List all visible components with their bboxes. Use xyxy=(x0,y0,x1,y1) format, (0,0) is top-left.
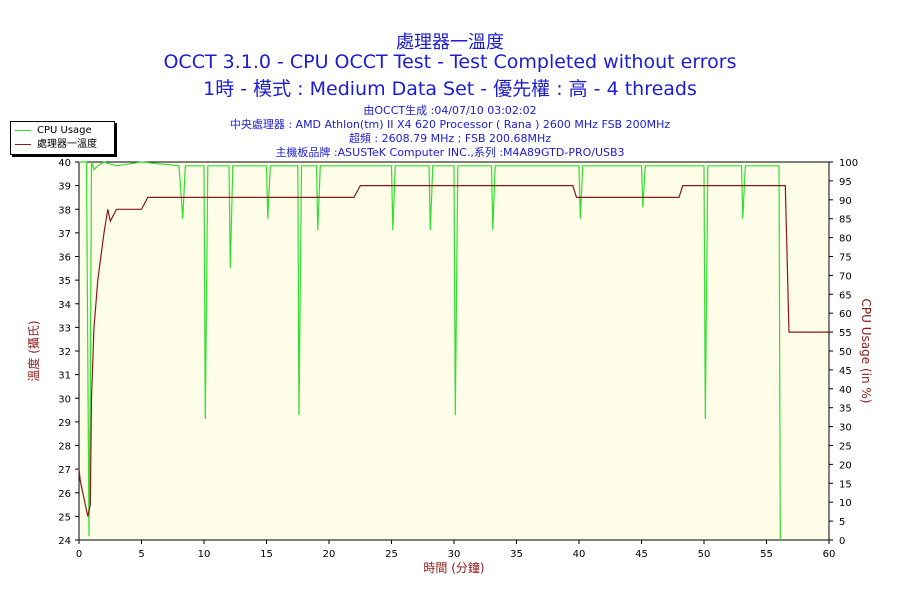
y-right-tick-label: 95 xyxy=(839,177,852,188)
y-left-tick-label: 25 xyxy=(58,512,71,523)
y-left-tick-label: 26 xyxy=(58,489,71,500)
y-right-tick-label: 35 xyxy=(839,404,852,415)
y-left-tick-label: 31 xyxy=(58,371,71,382)
x-tick-label: 30 xyxy=(448,549,461,560)
y-right-tick-label: 0 xyxy=(839,536,845,547)
x-tick-label: 40 xyxy=(573,549,586,560)
y-left-tick-label: 32 xyxy=(58,347,71,358)
legend-item-temperature: 處理器一溫度 xyxy=(15,138,97,151)
y-left-tick-label: 37 xyxy=(58,229,71,240)
y-right-tick-label: 20 xyxy=(839,460,852,471)
y-right-tick-label: 40 xyxy=(839,385,852,396)
info-cpu: 中央處理器 : AMD Athlon(tm) II X4 620 Process… xyxy=(229,118,671,131)
series-line-temperature xyxy=(78,185,829,517)
legend-swatch-cpu-usage xyxy=(15,129,31,131)
legend-label-cpu-usage: CPU Usage xyxy=(37,125,92,136)
y-axis-right-label: CPU Usage (in %) xyxy=(859,299,873,404)
legend-swatch-temperature xyxy=(15,143,31,145)
x-tick-label: 10 xyxy=(198,549,211,560)
legend-label-temperature: 處理器一溫度 xyxy=(37,139,97,150)
y-right-tick-label: 55 xyxy=(839,328,852,339)
x-tick-label: 25 xyxy=(385,549,398,560)
x-tick-label: 35 xyxy=(510,549,523,560)
y-left-tick-label: 29 xyxy=(58,418,71,429)
series-layer xyxy=(78,161,829,541)
y-right-tick-label: 85 xyxy=(839,215,852,226)
x-tick-label: 60 xyxy=(823,549,836,560)
info-motherboard: 主機板品牌 :ASUSTeK Computer INC.,系列 :M4A89GT… xyxy=(275,146,625,159)
y-right-tick-label: 15 xyxy=(839,479,852,490)
y-right-tick-label: 65 xyxy=(839,290,852,301)
info-overclock: 超頻 : 2608.79 MHz ; FSB 200.68MHz xyxy=(348,132,552,145)
x-axis-label: 時間 (分鐘) xyxy=(423,560,484,575)
y-left-tick-label: 34 xyxy=(58,300,71,311)
y-right-tick-label: 50 xyxy=(839,347,852,358)
chart-title: 處理器一溫度 xyxy=(396,32,504,53)
y-right-tick-label: 75 xyxy=(839,253,852,264)
y-right-tick-label: 80 xyxy=(839,234,852,245)
y-right-tick-label: 5 xyxy=(839,517,845,528)
y-left-tick-label: 39 xyxy=(58,182,71,193)
y-left-tick-label: 40 xyxy=(58,158,71,169)
y-right-tick-label: 90 xyxy=(839,196,852,207)
y-axis-left-label: 溫度 (攝氏) xyxy=(26,320,41,381)
y-right-tick-label: 70 xyxy=(839,271,852,282)
y-axis-right: 0 5 10 15 20 25 30 35 40 45 50 55 60 65 70 75 80 85 90 95 10… xyxy=(829,158,858,547)
y-left-tick-label: 24 xyxy=(58,536,71,547)
info-generated: 由OCCT生成 :04/07/10 03:02:02 xyxy=(363,104,537,117)
y-left-tick-label: 38 xyxy=(58,205,71,216)
y-right-tick-label: 100 xyxy=(839,158,858,169)
legend: CPU Usage 處理器一溫度 xyxy=(10,121,115,155)
x-tick-label: 20 xyxy=(323,549,336,560)
chart-subtitle-test: OCCT 3.1.0 - CPU OCCT Test - Test Comple… xyxy=(163,51,737,73)
y-left-tick-label: 35 xyxy=(58,276,71,287)
chart-subtitle-mode: 1時 - 模式 : Medium Data Set - 優先權 : 高 - 4 … xyxy=(203,78,697,100)
y-left-tick-label: 28 xyxy=(58,442,71,453)
legend-item-cpu-usage: CPU Usage xyxy=(15,124,92,137)
x-tick-label: 0 xyxy=(76,549,82,560)
y-right-tick-label: 45 xyxy=(839,366,852,377)
y-right-tick-label: 60 xyxy=(839,309,852,320)
y-left-tick-label: 33 xyxy=(58,323,71,334)
x-tick-label: 50 xyxy=(698,549,711,560)
x-tick-label: 5 xyxy=(138,549,144,560)
y-right-tick-label: 10 xyxy=(839,498,852,509)
y-axis-left: 24 25 26 27 28 29 30 31 32 33 34 35 36 37 38 39 40 xyxy=(58,158,79,547)
y-left-tick-label: 36 xyxy=(58,253,71,264)
x-tick-label: 45 xyxy=(635,549,648,560)
y-right-tick-label: 25 xyxy=(839,442,852,453)
x-tick-label: 55 xyxy=(760,549,773,560)
series-line-cpu-usage xyxy=(79,161,781,541)
y-left-tick-label: 27 xyxy=(58,465,71,476)
x-tick-label: 15 xyxy=(260,549,273,560)
y-right-tick-label: 30 xyxy=(839,423,852,434)
y-left-tick-label: 30 xyxy=(58,394,71,405)
x-axis: 0 5 10 15 20 25 30 35 40 45 50 55 60 xyxy=(76,540,836,560)
